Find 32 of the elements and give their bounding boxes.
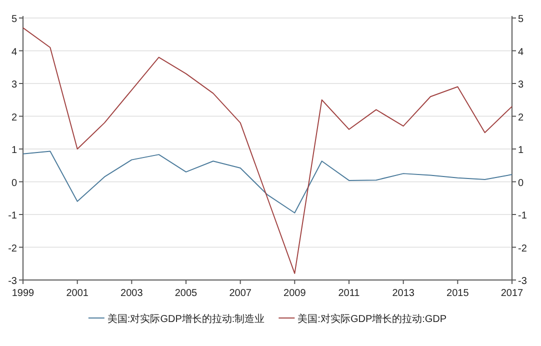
x-tick-label: 2001 — [66, 288, 89, 299]
y2-tick-label: 4 — [518, 46, 524, 58]
y-tick-label: 4 — [11, 46, 18, 58]
x-tick-label: 2011 — [338, 288, 360, 299]
y2-tick-label: 0 — [518, 178, 524, 189]
x-tick-label: 2013 — [392, 288, 415, 299]
y-tick-label: -1 — [8, 210, 18, 222]
legend-label: 美国:对实际GDP增长的拉动:GDP — [298, 313, 447, 325]
y2-tick-label: 1 — [518, 145, 524, 156]
y2-tick-label: -3 — [518, 276, 528, 287]
x-tick-label: 1999 — [12, 288, 35, 299]
x-tick-label: 2015 — [446, 288, 470, 299]
x-tick-label: 2003 — [120, 288, 144, 299]
y-tick-label: 5 — [11, 14, 18, 25]
y-tick-label: 0 — [11, 178, 18, 189]
y-tick-label: -2 — [8, 243, 18, 254]
x-tick-label: 2007 — [229, 288, 252, 299]
line-series — [22, 27, 512, 274]
x-tick-label: 2009 — [284, 288, 306, 299]
y2-tick-label: 3 — [518, 80, 524, 90]
y2-tick-label: 2 — [518, 112, 524, 124]
y-tick-label: 1 — [11, 145, 18, 156]
y2-tick-label: 5 — [518, 14, 524, 25]
y-tick-label: 2 — [11, 112, 18, 124]
y2-tick-label: -2 — [518, 243, 528, 254]
y-tick-label: -3 — [8, 276, 18, 287]
line-series — [22, 150, 512, 214]
x-tick-label: 2005 — [174, 288, 198, 299]
x-tick-label: 2017 — [500, 288, 524, 299]
y2-tick-label: -1 — [518, 210, 528, 222]
legend-label: 美国:对实际GDP增长的拉动:制造业 — [107, 313, 265, 325]
y-tick-label: 3 — [11, 80, 18, 90]
